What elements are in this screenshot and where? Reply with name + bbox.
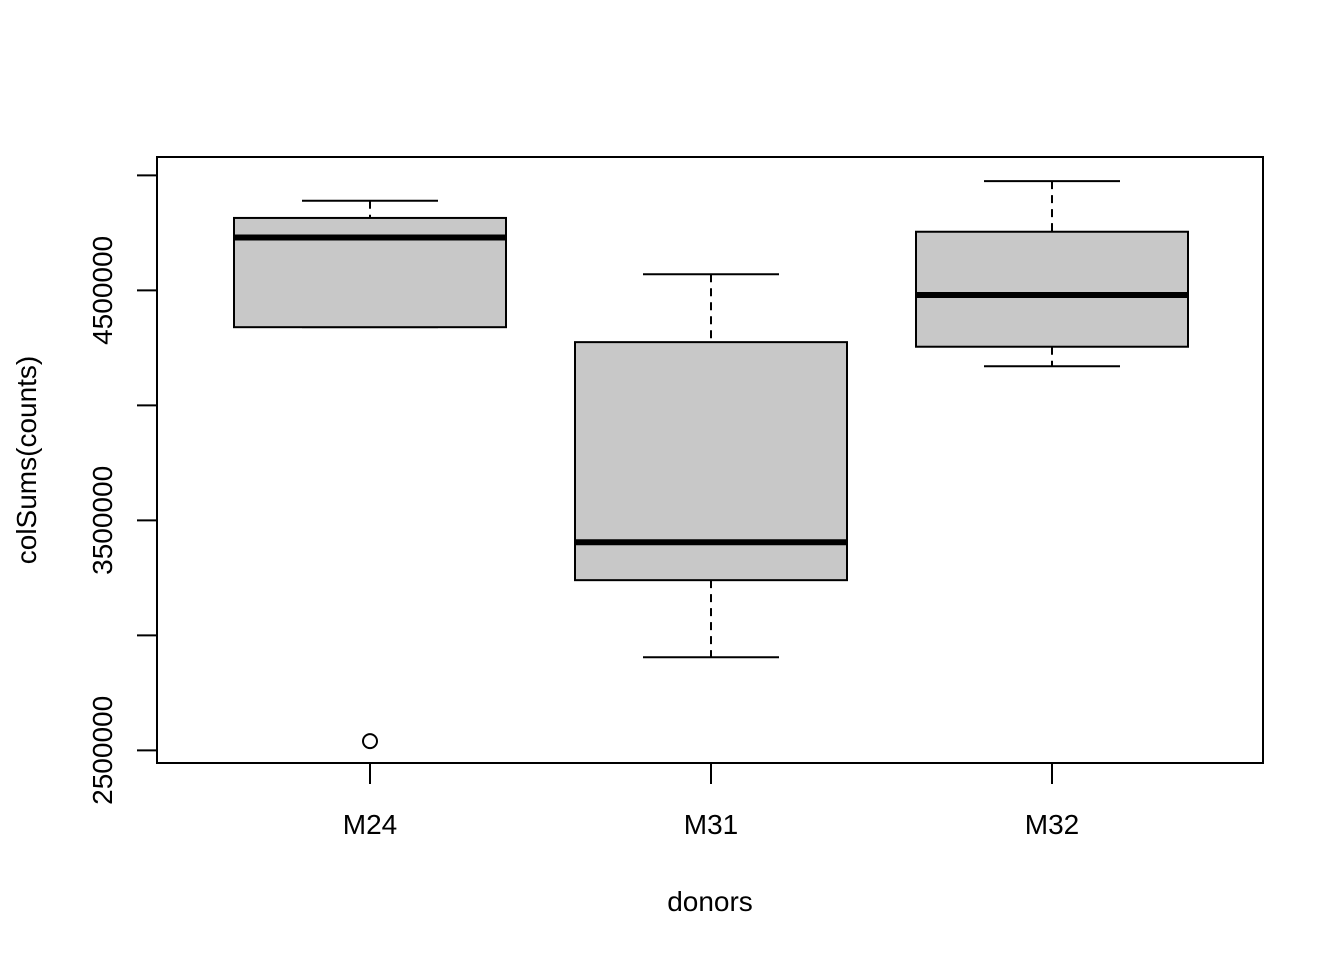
x-tick-label: M32 <box>1025 809 1079 840</box>
y-axis-label: colSums(counts) <box>11 356 42 565</box>
y-axis: 2500000 3500000 4500000 <box>87 174 158 805</box>
y-tick-label: 2500000 <box>87 696 118 805</box>
iqr-box <box>915 230 1189 348</box>
y-tick-label: 4500000 <box>87 236 118 345</box>
x-axis: M24 M31 M32 <box>343 762 1079 840</box>
x-axis-label: donors <box>667 886 753 917</box>
box-m32 <box>915 180 1189 368</box>
box-m24 <box>233 199 507 750</box>
iqr-box <box>233 216 507 329</box>
box-m31 <box>574 273 848 659</box>
outlier-point <box>362 733 378 750</box>
x-tick-label: M31 <box>684 809 738 840</box>
y-tick-label: 3500000 <box>87 466 118 575</box>
x-tick-label: M24 <box>343 809 397 840</box>
boxes <box>233 180 1189 750</box>
